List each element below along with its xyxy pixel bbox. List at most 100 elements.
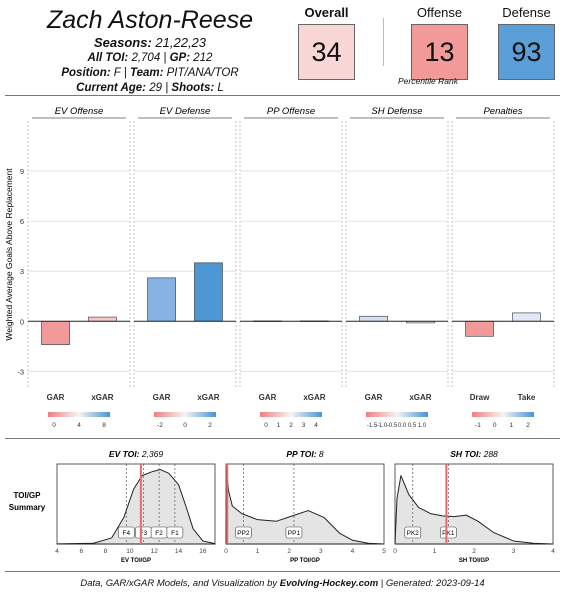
seasons-label: Seasons: [93, 35, 152, 50]
y-tick-label: 0 [20, 317, 24, 326]
x-tick-label: 4 [55, 548, 59, 555]
panel-title: Penalties [483, 106, 522, 117]
bar [88, 316, 117, 322]
x-tick-label: 8 [104, 548, 108, 555]
x-tick-label: 4 [551, 548, 555, 555]
legend-tick-label: -1 [475, 422, 481, 429]
position-line: Position: F | Team: PIT/ANA/TOR [61, 67, 239, 79]
x-tick-label: GAR [47, 393, 65, 402]
x-tick-label: 3 [319, 548, 323, 555]
legend-tick-label: 0 [183, 422, 187, 429]
age-line: Current Age: 29 | Shoots: L [76, 82, 224, 94]
toi-line: All TOI: 2,704 | GP: 212 [87, 52, 213, 64]
gar-panel: Penalties Draw Take -1 0 1 2 [451, 106, 555, 429]
marker-box [404, 526, 422, 539]
gar-panel: EV Defense GAR xGAR -2 0 2 [133, 106, 237, 429]
overall-percentile: Overall 34 [298, 6, 355, 80]
x-tick-label: 1 [433, 548, 437, 555]
legend-tick-label: 8 [102, 422, 106, 429]
footer: Data, GAR/xGAR Models, and Visualization… [0, 578, 565, 589]
density-area [56, 469, 216, 545]
seasons-line: Seasons: 21,22,23 [0, 34, 300, 51]
gar-panel: PP Offense GAR xGAR 0 1 2 3 4 [239, 106, 343, 429]
density-area [225, 469, 385, 545]
x-tick-label: 12 [151, 548, 159, 555]
legend-colorbar [260, 412, 322, 417]
defense-box: 93 [498, 24, 555, 80]
panel-title: PP Offense [267, 106, 315, 117]
x-tick-label: 10 [126, 548, 134, 555]
header-rule [5, 95, 560, 96]
legend-colorbar [154, 412, 216, 417]
toi-ylabel-line1: TOI/GP [14, 491, 42, 500]
legend-colorbar [472, 412, 534, 417]
legend-tick-label: 2 [208, 422, 212, 429]
marker-box [440, 526, 457, 539]
y-tick-label: 3 [20, 267, 24, 276]
toi-xlabel: SH TOI/GP [459, 558, 489, 564]
bar [194, 262, 223, 322]
gar-panel: SH Defense GAR xGAR -1.5 -1.0 -0.5 0.0 0.5 1.0 [345, 106, 449, 429]
x-tick-label: xGAR [91, 393, 113, 402]
position-value: F [113, 67, 121, 79]
player-header: Zach Aston-Reese Seasons: 21,22,23 All T… [0, 6, 300, 96]
marker-label: F2 [155, 530, 163, 537]
x-tick-label: GAR [365, 393, 383, 402]
bar [359, 315, 388, 322]
legend-tick-label: 4 [314, 422, 318, 429]
bar [147, 277, 176, 322]
x-tick-label: 16 [199, 548, 207, 555]
legend-tick-label: 4 [77, 422, 81, 429]
panel-title: EV Defense [160, 106, 211, 117]
x-tick-label: GAR [153, 393, 171, 402]
toi-title-label: SH TOI: [450, 449, 483, 459]
density-area [394, 475, 554, 545]
toi-title-value: 2,369 [141, 449, 164, 459]
legend-tick-label: -1.0 [377, 423, 388, 429]
x-tick-label: 3 [512, 548, 516, 555]
legend-tick-label: 0.0 [398, 423, 407, 429]
header-divider [383, 18, 384, 66]
gar-panel: EV Offense GAR xGAR 0 4 8 [27, 106, 131, 429]
x-tick-label: 2 [287, 548, 291, 555]
legend-tick-label: 2 [289, 422, 293, 429]
legend-tick-label: 1 [510, 422, 514, 429]
offense-box: 13 [411, 24, 468, 80]
x-tick-label: 5 [382, 548, 386, 555]
marker-label: PK1 [442, 530, 455, 537]
age-label: Current Age: [76, 82, 147, 94]
marker-box [117, 526, 135, 539]
toi-panel: SH TOI: 288 PK2 PK1 0 1 2 3 4 SH TOI/GP [393, 449, 555, 564]
x-tick-label: 1 [256, 548, 260, 555]
legend-tick-label: 0 [52, 422, 56, 429]
toi-ylabel-line2: Summary [9, 503, 46, 512]
toi-xlabel: EV TOI/GP [121, 558, 151, 564]
y-tick-label: 9 [20, 167, 24, 176]
toi-panel-title: SH TOI: 288 [450, 449, 498, 459]
y-axis-label: Weighted Average Goals Above Replacement [4, 168, 14, 341]
legend-tick-label: -2 [157, 422, 163, 429]
toi-title-value: 8 [319, 449, 324, 459]
toi-panel-title: PP TOI: 8 [286, 449, 324, 459]
bar [465, 320, 494, 337]
panel-title: EV Offense [55, 106, 104, 117]
x-tick-label: Draw [470, 393, 490, 402]
footer-suffix: | Generated: 2023-09-14 [380, 578, 485, 589]
offense-percentile: Offense 13 [411, 6, 468, 80]
toi-value: 2,704 [131, 52, 161, 64]
legend-tick-label: 1.0 [418, 423, 427, 429]
shoots-label: Shoots: [171, 82, 215, 94]
toi-panel: EV TOI: 2,369 F4 F3 F2 F1 4 6 8 10 12 14 16 EV TOI/G… [55, 449, 216, 564]
defense-percentile: Defense 93 [498, 6, 555, 80]
legend-tick-label: 0 [264, 422, 268, 429]
x-tick-label: 6 [79, 548, 83, 555]
x-tick-label: 0 [393, 548, 397, 555]
legend-tick-label: 0 [493, 422, 497, 429]
seasons-value: 21,22,23 [155, 35, 207, 50]
legend-tick-label: -1.5 [367, 423, 378, 429]
offense-label: Offense [416, 5, 463, 20]
y-tick-label: 6 [20, 217, 24, 226]
marker-box [166, 526, 184, 539]
bar [512, 312, 541, 322]
